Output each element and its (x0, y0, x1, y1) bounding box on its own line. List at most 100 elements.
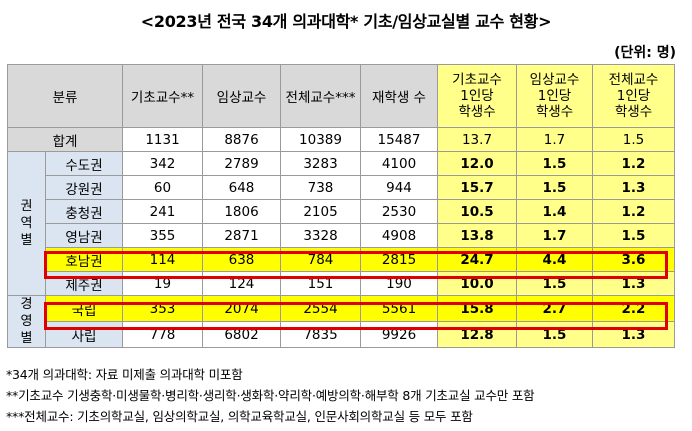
cell-clinical-ratio: 1.7 (516, 127, 593, 152)
header-students: 재학생 수 (360, 64, 438, 128)
footnote: *34개 의과대학: 자료 미제출 의과대학 미포함 (6, 367, 243, 382)
footnotes: *34개 의과대학: 자료 미제출 의과대학 미포함 **기초교수 기생충학·미… (6, 364, 535, 427)
cell-basic-ratio: 12.0 (437, 151, 517, 176)
cell-clinical: 638 (202, 247, 281, 272)
header-line: 1인당 (460, 88, 494, 104)
cell-total: 2105 (280, 199, 361, 224)
header-category: 분류 (7, 64, 123, 128)
header-line: 학생수 (458, 104, 496, 120)
header-line: 학생수 (535, 104, 574, 120)
cell-total: 7835 (280, 321, 361, 348)
row-label: 사립 (45, 321, 123, 348)
footnote: ***전체교수: 기초의학교실, 임상의학교실, 의학교육학교실, 인문사회의학… (6, 409, 473, 424)
page-title: <2023년 전국 34개 의과대학* 기초/임상교실별 교수 현황> (140, 12, 552, 31)
cell-clinical-ratio: 1.5 (516, 175, 593, 200)
cell-clinical: 2871 (202, 223, 281, 248)
faculty-table: 분류 기초교수** 임상교수 전체교수*** 재학생 수 기초교수 1인당 학생… (7, 64, 675, 348)
cell-students: 9926 (360, 321, 438, 348)
cell-basic-ratio: 15.8 (437, 295, 517, 322)
header-line: 임상교수 (529, 72, 580, 88)
cell-basic-ratio: 24.7 (437, 247, 517, 272)
header-line: 학생수 (614, 104, 653, 120)
cell-basic: 778 (122, 321, 203, 348)
cell-total-ratio: 2.2 (592, 295, 675, 322)
cell-total-ratio: 1.5 (592, 127, 675, 152)
cell-total-ratio: 1.5 (592, 223, 675, 248)
cell-basic-ratio: 10.0 (437, 271, 517, 296)
group-label-text: 권역별 (20, 199, 33, 248)
header-line: 전체교수 (608, 72, 659, 88)
row-label: 국립 (45, 295, 123, 322)
header-total-ratio: 전체교수 1인당 학생수 (592, 64, 675, 128)
cell-total-ratio: 1.3 (592, 175, 675, 200)
table-row: 권역별 수도권 342 2789 3283 4100 12.0 1.5 1.2 (7, 151, 675, 296)
cell-total-ratio: 1.2 (592, 151, 675, 176)
cell-clinical: 124 (202, 271, 281, 296)
row-label: 강원권 (45, 175, 123, 200)
header-clinical-ratio: 임상교수 1인당 학생수 (516, 64, 593, 128)
sum-row: 합계 1131 8876 10389 15487 13.7 1.7 1.5 (7, 127, 675, 152)
cell-students: 944 (360, 175, 438, 200)
cell-total: 3328 (280, 223, 361, 248)
cell-total-ratio: 1.3 (592, 271, 675, 296)
cell-clinical-ratio: 1.5 (516, 271, 593, 296)
cell-clinical: 2074 (202, 295, 281, 322)
cell-students: 2815 (360, 247, 438, 272)
row-label: 합계 (7, 127, 123, 152)
cell-basic: 1131 (122, 127, 203, 152)
header-basic: 기초교수** (122, 64, 203, 128)
cell-basic: 342 (122, 151, 203, 176)
header-row: 분류 기초교수** 임상교수 전체교수*** 재학생 수 기초교수 1인당 학생… (7, 64, 675, 128)
cell-total-ratio: 3.6 (592, 247, 675, 272)
cell-total: 784 (280, 247, 361, 272)
cell-basic: 353 (122, 295, 203, 322)
table-row: 제주권 19 124 151 190 10.0 1.5 1.3 (8, 271, 675, 296)
cell-basic: 19 (122, 271, 203, 296)
group-label-type: 경영별 (7, 295, 46, 348)
header-clinical: 임상교수 (202, 64, 281, 128)
cell-basic-ratio: 10.5 (437, 199, 517, 224)
cell-clinical-ratio: 4.4 (516, 247, 593, 272)
table-row: 사립 778 6802 7835 9926 12.8 1.5 1.3 (8, 321, 675, 348)
cell-clinical-ratio: 1.4 (516, 199, 593, 224)
cell-students: 4100 (360, 151, 438, 176)
row-label: 제주권 (45, 271, 123, 296)
cell-basic-ratio: 13.8 (437, 223, 517, 248)
cell-clinical-ratio: 1.5 (516, 321, 593, 348)
table-row: 영남권 355 2871 3328 4908 13.8 1.7 1.5 (8, 223, 675, 248)
cell-students: 2530 (360, 199, 438, 224)
cell-total: 151 (280, 271, 361, 296)
header-line: 1인당 (537, 88, 572, 104)
header-line: 기초교수 (452, 72, 502, 88)
table-row-highlighted: 호남권 114 638 784 2815 24.7 4.4 3.6 (8, 247, 675, 272)
table-row: 강원권 60 648 738 944 15.7 1.5 1.3 (8, 175, 675, 200)
footnote: **기초교수 기생충학·미생물학·병리학·생리학·생화학·약리학·예방의학·해부… (6, 388, 535, 403)
cell-clinical-ratio: 1.5 (516, 151, 593, 176)
cell-clinical: 8876 (202, 127, 281, 152)
table-row-highlighted: 경영별 국립 353 2074 2554 5561 15.8 2.7 2.2 (7, 295, 675, 348)
cell-clinical: 1806 (202, 199, 281, 224)
header-line: 1인당 (616, 88, 651, 104)
row-label: 충청권 (45, 199, 123, 224)
cell-basic-ratio: 13.7 (437, 127, 517, 152)
cell-students: 5561 (360, 295, 438, 322)
cell-students: 190 (360, 271, 438, 296)
header-basic-ratio: 기초교수 1인당 학생수 (437, 64, 517, 128)
header-total: 전체교수*** (280, 64, 361, 128)
row-label: 영남권 (45, 223, 123, 248)
cell-basic-ratio: 12.8 (437, 321, 517, 348)
cell-students: 15487 (360, 127, 438, 152)
cell-total: 10389 (280, 127, 361, 152)
cell-clinical: 6802 (202, 321, 281, 348)
cell-clinical-ratio: 2.7 (516, 295, 593, 322)
cell-total: 738 (280, 175, 361, 200)
cell-basic-ratio: 15.7 (437, 175, 517, 200)
cell-basic: 355 (122, 223, 203, 248)
cell-total-ratio: 1.3 (592, 321, 675, 348)
cell-total-ratio: 1.2 (592, 199, 675, 224)
unit-label: (단위: 명) (614, 45, 676, 61)
cell-clinical: 2789 (202, 151, 281, 176)
row-label: 호남권 (45, 247, 123, 272)
cell-clinical: 648 (202, 175, 281, 200)
cell-total: 2554 (280, 295, 361, 322)
